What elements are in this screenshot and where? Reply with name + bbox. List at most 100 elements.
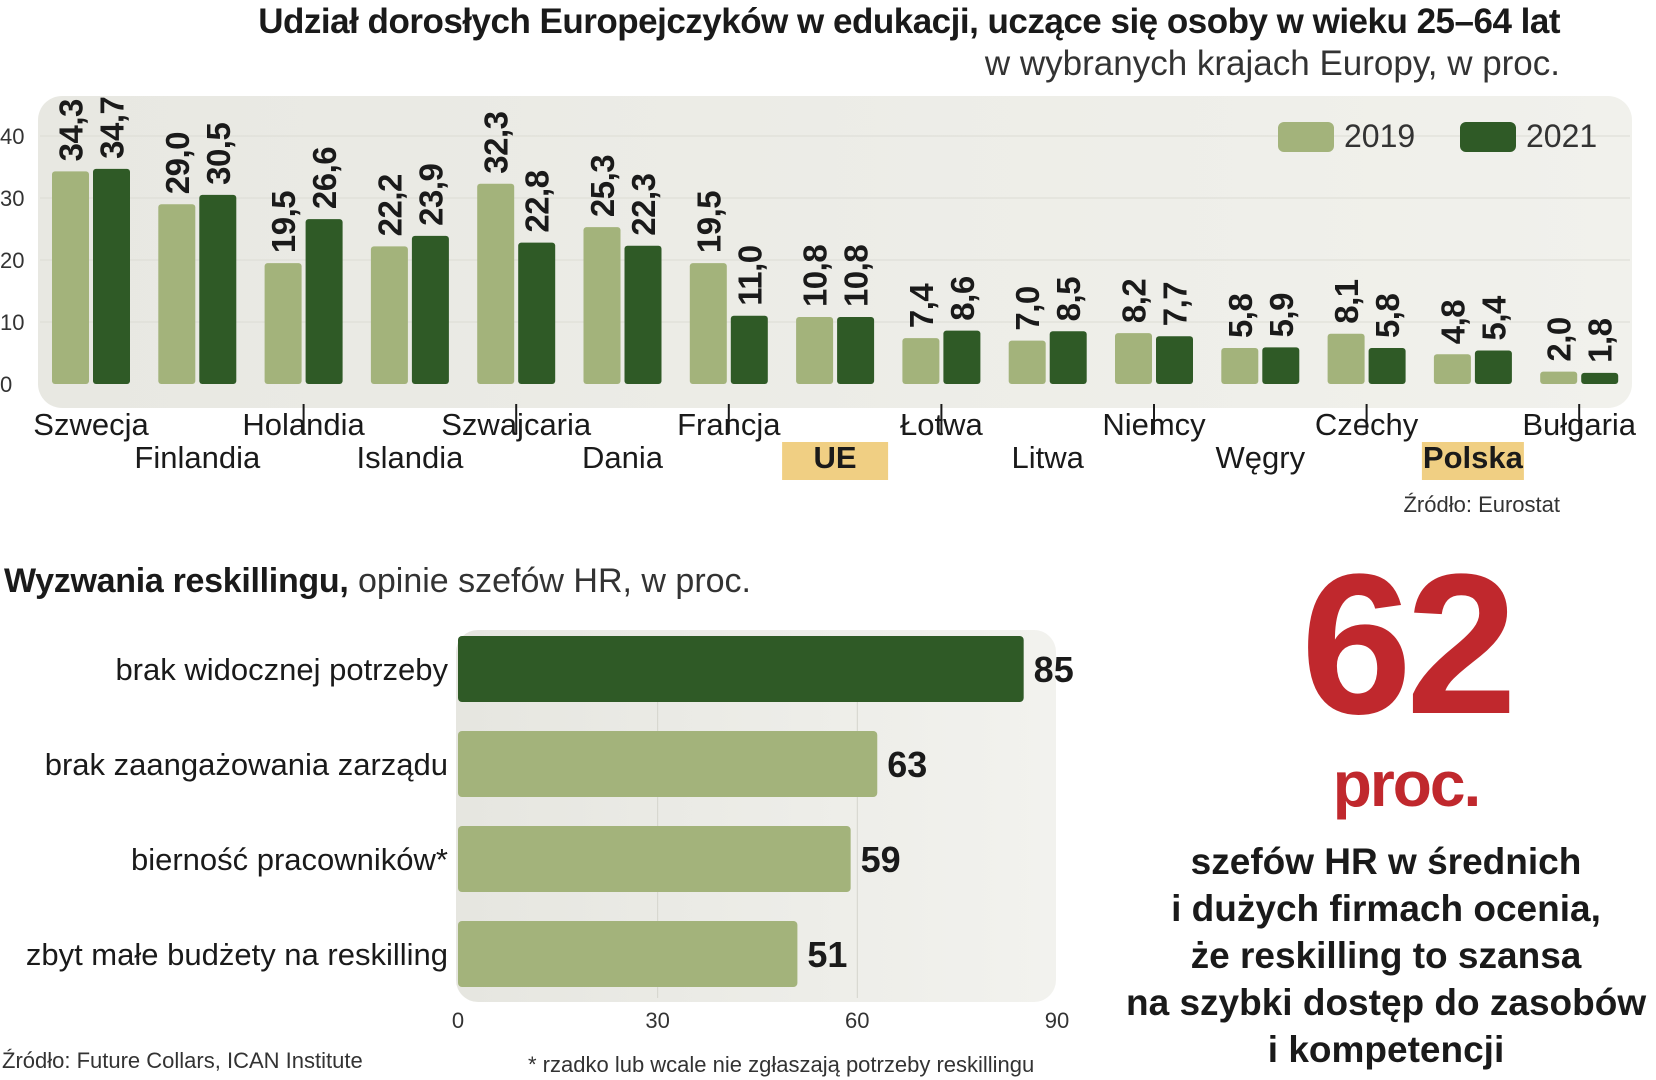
legend-swatch-2021 bbox=[1460, 122, 1516, 152]
bar-2019 bbox=[370, 246, 408, 384]
category-label: zbyt małe budżety na reskilling bbox=[26, 937, 448, 972]
callout-line: szefów HR w średnich bbox=[1190, 841, 1582, 882]
bar-2021 bbox=[1581, 372, 1619, 384]
data-label: 1,8 bbox=[1582, 318, 1619, 363]
data-label: 2,0 bbox=[1541, 317, 1578, 361]
y-tick-label: 10 bbox=[0, 310, 24, 335]
bar-2021 bbox=[411, 235, 449, 384]
data-label: 19,5 bbox=[265, 191, 302, 253]
data-label: 8,5 bbox=[1050, 277, 1087, 322]
data-label: 7,4 bbox=[903, 283, 940, 329]
x-tick-label: 0 bbox=[452, 1008, 464, 1033]
bar-2019 bbox=[1008, 340, 1046, 384]
category-label: Francja bbox=[677, 407, 781, 442]
category-label: Dania bbox=[582, 440, 664, 475]
chart2-source: Źródło: Future Collars, ICAN Institute bbox=[2, 1048, 363, 1073]
data-label: 85 bbox=[1034, 649, 1074, 690]
data-label: 7,7 bbox=[1157, 282, 1194, 326]
legend-swatch-2019 bbox=[1278, 122, 1334, 152]
bar-2021 bbox=[1474, 350, 1512, 384]
data-label: 22,8 bbox=[519, 170, 556, 232]
bar-2019 bbox=[902, 338, 940, 384]
highlight-label-background bbox=[782, 442, 889, 480]
x-tick-label: 30 bbox=[645, 1008, 669, 1033]
x-tick-label: 90 bbox=[1045, 1008, 1069, 1033]
chart2-title-rest: opinie szefów HR, w proc. bbox=[348, 562, 752, 600]
bar-2019 bbox=[1540, 371, 1578, 384]
x-tick-label: 60 bbox=[845, 1008, 869, 1033]
bar-2021 bbox=[837, 317, 875, 384]
data-label: 63 bbox=[887, 744, 927, 785]
callout-description: szefów HR w średnich i dużych firmach oc… bbox=[1126, 838, 1646, 1073]
category-label: Holandia bbox=[242, 407, 365, 442]
data-label: 51 bbox=[807, 934, 847, 975]
category-label: Łotwa bbox=[900, 407, 983, 442]
reskilling-bar-chart: brak widocznej potrzeby brak zaangażowani… bbox=[26, 630, 1074, 1033]
bar-2021 bbox=[93, 168, 130, 384]
bar-2019 bbox=[264, 263, 302, 384]
bar bbox=[458, 826, 851, 892]
data-label: 59 bbox=[861, 839, 901, 880]
data-label: 34,7 bbox=[94, 97, 131, 159]
bar-2021 bbox=[305, 219, 343, 384]
bar-2019 bbox=[796, 317, 834, 384]
chart2-title: Wyzwania reskillingu, opinie szefów HR, … bbox=[4, 562, 751, 601]
chart2-title-bold: Wyzwania reskillingu, bbox=[4, 562, 349, 600]
callout-line: że reskilling to szansa bbox=[1190, 935, 1582, 976]
y-tick-label: 0 bbox=[0, 372, 12, 397]
bar-2021 bbox=[1368, 348, 1406, 384]
data-label: 7,0 bbox=[1009, 286, 1046, 330]
y-tick-label: 30 bbox=[0, 186, 24, 211]
category-label: Litwa bbox=[1012, 440, 1085, 475]
data-label: 23,9 bbox=[412, 163, 449, 225]
data-label: 5,9 bbox=[1263, 293, 1300, 338]
data-label: 8,2 bbox=[1116, 279, 1153, 324]
bar-2021 bbox=[1262, 347, 1300, 384]
bar-2019 bbox=[158, 204, 196, 384]
bar-2021 bbox=[730, 315, 768, 384]
data-label: 8,1 bbox=[1328, 279, 1365, 324]
data-label: 25,3 bbox=[584, 155, 621, 217]
bar-2021 bbox=[1049, 331, 1087, 384]
category-label: brak zaangażowania zarządu bbox=[45, 747, 448, 782]
bar-2019 bbox=[477, 183, 515, 384]
category-label: Szwecja bbox=[33, 407, 149, 442]
data-label: 32,3 bbox=[478, 111, 515, 173]
bar-2021 bbox=[518, 242, 556, 384]
data-label: 29,0 bbox=[159, 132, 196, 194]
legend-label-2019: 2019 bbox=[1344, 118, 1415, 154]
category-label: bierność pracowników* bbox=[131, 842, 448, 877]
data-label: 10,8 bbox=[838, 245, 875, 307]
chart2-panel bbox=[456, 630, 1056, 1002]
bar-2019 bbox=[1327, 333, 1365, 384]
category-label: Czechy bbox=[1315, 407, 1419, 442]
category-label: brak widocznej potrzeby bbox=[115, 652, 448, 687]
bar bbox=[458, 921, 798, 987]
callout-unit: proc. bbox=[1332, 748, 1481, 820]
category-label: Węgry bbox=[1216, 440, 1306, 475]
data-label: 5,4 bbox=[1475, 295, 1512, 341]
callout-line: i kompetencji bbox=[1267, 1029, 1505, 1070]
data-label: 22,3 bbox=[625, 173, 662, 235]
bar bbox=[458, 636, 1024, 702]
bar-2021 bbox=[943, 330, 981, 384]
callout-line: i dużych firmach ocenia, bbox=[1171, 888, 1601, 929]
legend-label-2021: 2021 bbox=[1526, 118, 1597, 154]
category-label: Islandia bbox=[356, 440, 464, 475]
data-label: 11,0 bbox=[731, 245, 768, 305]
category-label: UE bbox=[814, 440, 857, 475]
data-label: 4,8 bbox=[1434, 300, 1471, 345]
chart1-title: Udział dorosłych Europejczyków w edukacj… bbox=[258, 2, 1560, 41]
bar-2019 bbox=[1221, 348, 1259, 384]
data-label: 26,6 bbox=[306, 147, 343, 209]
data-label: 30,5 bbox=[200, 123, 237, 185]
data-label: 34,3 bbox=[53, 99, 90, 161]
bar-2019 bbox=[1115, 333, 1152, 384]
chart1-subtitle: w wybranych krajach Europy, w proc. bbox=[984, 44, 1560, 83]
data-label: 5,8 bbox=[1222, 294, 1259, 339]
category-label: Polska bbox=[1423, 440, 1524, 475]
callout-number: 62 bbox=[1300, 533, 1517, 756]
bar-2021 bbox=[1156, 336, 1193, 384]
chart2-footnote: * rzadko lub wcale nie zgłaszają potrzeb… bbox=[528, 1052, 1035, 1077]
